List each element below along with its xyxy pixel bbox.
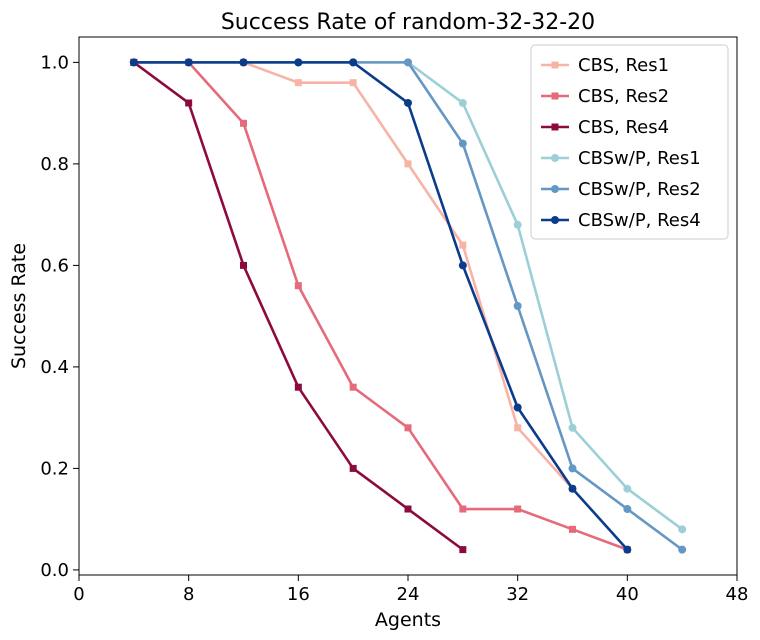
x-tick-label: 8 xyxy=(183,584,194,605)
legend-marker xyxy=(551,61,559,69)
legend-label: CBS, Res2 xyxy=(578,86,669,107)
data-point xyxy=(458,139,467,148)
data-point xyxy=(569,525,576,533)
data-point xyxy=(184,58,193,67)
x-tick-label: 16 xyxy=(287,584,310,605)
legend-marker xyxy=(551,92,559,100)
legend-label: CBSw/P, Res2 xyxy=(578,179,701,200)
data-point xyxy=(459,505,467,513)
legend-item: CBS, Res4 xyxy=(541,117,669,138)
data-point xyxy=(240,261,247,269)
data-point xyxy=(404,98,412,107)
legend-label: CBS, Res1 xyxy=(578,55,669,76)
legend: CBS, Res1 CBS, Res2 CBS, Res4 CBSw/P, Res1 C… xyxy=(530,44,729,240)
x-tick-label: 40 xyxy=(616,584,639,605)
legend-item: CBS, Res1 xyxy=(541,55,669,76)
data-point xyxy=(459,241,467,249)
y-axis: 0.0 0.2 0.4 0.6 0.8 1.0 xyxy=(40,52,79,581)
legend-item: CBSw/P, Res4 xyxy=(541,210,701,231)
data-point xyxy=(623,484,632,493)
data-point xyxy=(568,464,577,473)
legend-item: CBSw/P, Res1 xyxy=(541,148,701,169)
legend-item: CBSw/P, Res2 xyxy=(541,179,701,200)
data-point xyxy=(294,79,302,87)
data-point xyxy=(459,546,467,554)
series-line xyxy=(133,61,464,551)
legend-marker xyxy=(551,123,559,131)
data-point xyxy=(404,160,412,168)
legend-marker xyxy=(551,185,559,193)
y-tick-label: 0.2 xyxy=(40,458,69,479)
legend-marker xyxy=(551,216,559,224)
data-point xyxy=(514,505,522,513)
data-point xyxy=(185,99,193,107)
legend-box xyxy=(530,44,729,240)
x-axis-label: Agents xyxy=(375,609,441,631)
data-point xyxy=(513,220,522,229)
data-point xyxy=(349,79,357,87)
data-point xyxy=(514,424,522,432)
x-tick-label: 24 xyxy=(397,584,420,605)
y-tick-label: 0.6 xyxy=(40,255,69,276)
series-cbs-res1 xyxy=(130,58,576,493)
data-point xyxy=(458,98,467,107)
data-point xyxy=(349,58,358,67)
data-point xyxy=(458,261,467,270)
series-cbsw-p-res4 xyxy=(129,58,632,554)
data-point xyxy=(349,383,357,391)
data-point xyxy=(239,58,248,67)
data-point xyxy=(513,302,522,310)
x-tick-label: 32 xyxy=(506,584,529,605)
data-point xyxy=(129,58,138,67)
series-line xyxy=(133,61,629,551)
data-point xyxy=(404,58,412,67)
data-point xyxy=(404,505,412,513)
x-tick-label: 0 xyxy=(73,584,84,605)
data-point xyxy=(294,58,303,67)
data-point xyxy=(404,424,412,432)
data-point xyxy=(294,282,302,290)
chart-title: Success Rate of random-32-32-20 xyxy=(221,10,595,35)
legend-marker xyxy=(551,154,559,162)
y-tick-label: 0.4 xyxy=(40,357,69,378)
data-point xyxy=(623,505,632,514)
data-point xyxy=(568,423,577,432)
series-cbs-res4 xyxy=(130,58,467,554)
data-point xyxy=(349,464,357,472)
legend-label: CBSw/P, Res1 xyxy=(578,148,701,169)
data-point xyxy=(623,545,632,554)
legend-item: CBS, Res2 xyxy=(541,86,669,107)
y-axis-label: Success Rate xyxy=(8,243,30,369)
data-point xyxy=(294,383,302,391)
y-tick-label: 0.0 xyxy=(40,560,69,581)
legend-label: CBSw/P, Res4 xyxy=(578,210,701,231)
series-line xyxy=(133,61,628,551)
series-layer xyxy=(129,58,687,554)
data-point xyxy=(513,403,522,412)
y-tick-label: 1.0 xyxy=(40,52,69,73)
data-point xyxy=(678,545,687,554)
y-tick-label: 0.8 xyxy=(40,154,69,175)
data-point xyxy=(568,484,577,493)
data-point xyxy=(678,525,687,534)
x-tick-label: 48 xyxy=(726,584,749,605)
data-point xyxy=(240,119,247,127)
legend-label: CBS, Res4 xyxy=(578,117,669,138)
x-axis: 0 8 16 24 32 40 48 xyxy=(73,575,748,605)
